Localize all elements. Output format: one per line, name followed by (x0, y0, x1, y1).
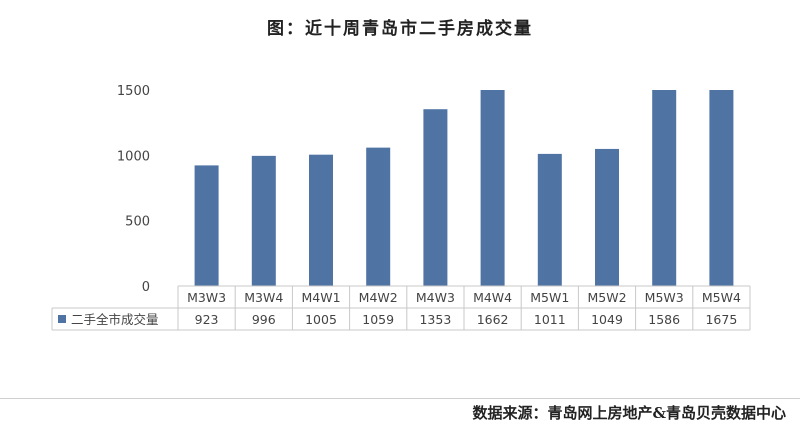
category-label: M3W3 (187, 290, 226, 305)
y-tick-label: 0 (142, 280, 150, 295)
bar (309, 154, 333, 286)
legend-key (58, 315, 66, 323)
data-value: 1662 (477, 312, 509, 327)
bar (251, 155, 276, 286)
chart-title: 图：近十周青岛市二手房成交量 (267, 19, 533, 39)
bar (194, 165, 219, 286)
data-value: 1011 (534, 312, 566, 327)
bar (709, 90, 734, 286)
y-tick-label: 1500 (117, 84, 150, 99)
legend-series-name: 二手全市成交量 (71, 312, 159, 327)
bar (595, 148, 619, 286)
category-label: M4W2 (359, 290, 398, 305)
category-label: M5W2 (587, 290, 626, 305)
category-label: M4W4 (473, 290, 512, 305)
data-value: 1586 (648, 312, 680, 327)
category-label: M3W4 (244, 290, 283, 305)
source-note: 数据来源：青岛网上房地产&青岛贝壳数据中心 (472, 404, 786, 422)
data-value: 1059 (362, 312, 394, 327)
data-value: 1675 (705, 312, 737, 327)
bar (423, 109, 448, 286)
data-value: 996 (252, 312, 276, 327)
category-label: M4W1 (301, 290, 340, 305)
bar-chart: 0 500 1000 1500 M3W3 M3W4 M4W1 M4W2 M4W3 M4W4 M5W… (51, 84, 751, 331)
data-value: 1005 (305, 312, 337, 327)
category-label: M5W4 (702, 290, 741, 305)
bar (537, 153, 562, 286)
data-value: 1353 (419, 312, 451, 327)
data-value: 923 (195, 312, 219, 327)
bar (652, 90, 677, 286)
category-label: M5W1 (530, 290, 569, 305)
category-label: M5W3 (645, 290, 684, 305)
y-tick-label: 500 (125, 215, 150, 230)
bar (480, 90, 505, 286)
category-label: M4W3 (416, 290, 455, 305)
y-axis: 0 500 1000 1500 (117, 84, 150, 295)
data-value: 1049 (591, 312, 623, 327)
data-table: M3W3 M3W4 M4W1 M4W2 M4W3 M4W4 M5W1 M5W2 M5W3 M5W4… (51, 285, 751, 331)
bars-group (194, 90, 734, 286)
y-tick-label: 1000 (117, 149, 150, 164)
bar (366, 147, 391, 286)
footer-divider (0, 398, 800, 399)
